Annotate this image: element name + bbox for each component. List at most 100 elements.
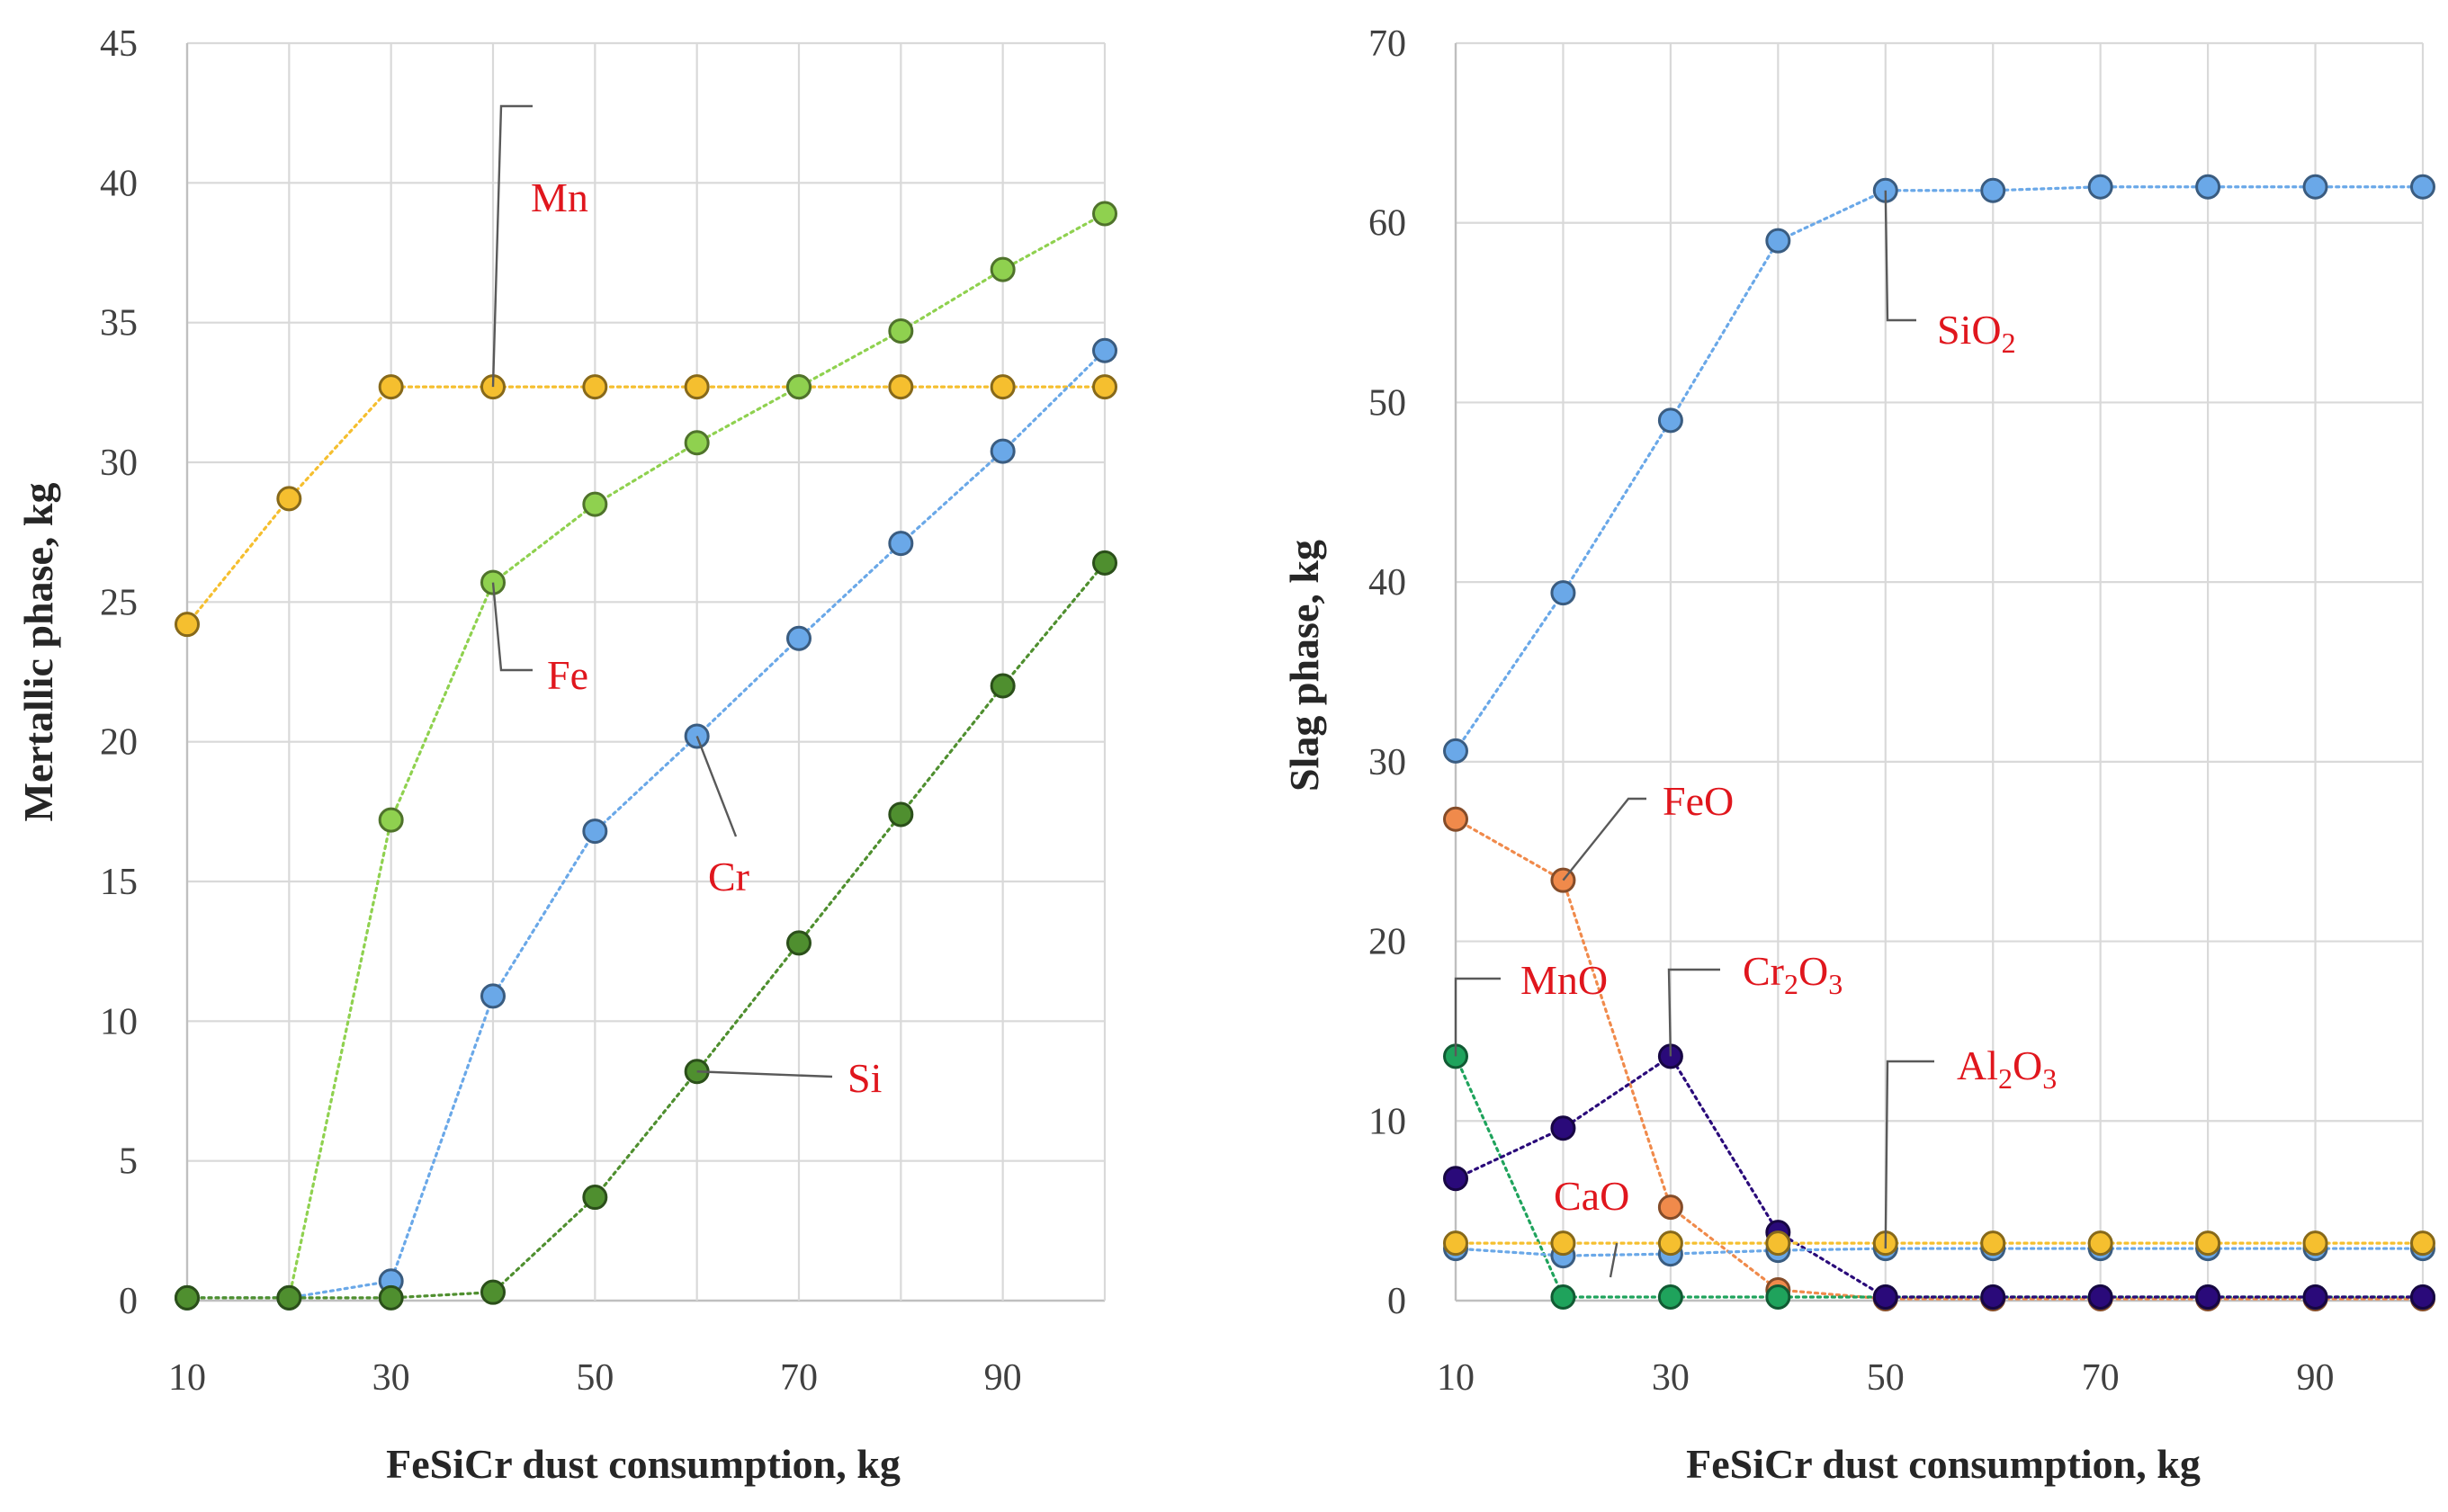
left-point-cr [582,819,608,845]
left-series-group [175,201,1117,1311]
right-annotations: SiO2 FeO MnO Cr2O3 Al2O3 CaO [1454,190,2057,1278]
left-point-fe [582,491,608,517]
right-point-mno [1550,1284,1576,1311]
metallic-phase-chart: 0 5 10 15 20 25 30 35 40 45 10 30 50 70 90 Mn Fe Cr Si F… [15,23,1117,1487]
right-series-line-sio2 [1454,185,2425,753]
left-point-si [378,1284,404,1311]
right-point-sio2 [2195,174,2221,200]
right-series-label-sio2: SiO2 [1937,307,2016,359]
left-point-si [1092,550,1117,576]
left-point-si [175,1284,200,1311]
left-annotations: Mn Fe Cr Si [491,104,882,1101]
right-x-tick-label: 50 [1867,1357,1905,1399]
right-point-cr2o3 [2410,1284,2435,1311]
right-point-sio2 [1657,407,1683,434]
left-y-tick-label: 20 [100,722,138,764]
right-point-sio2 [1980,177,2006,203]
right-point-feo [1657,1194,1683,1221]
slag-phase-chart: 0 10 20 30 40 50 60 70 10 30 50 70 90 SiO2 FeO MnO Cr2… [1281,23,2435,1487]
left-leader-line [491,582,533,672]
left-series-label-si: Si [847,1055,882,1101]
right-leader-line [1562,797,1646,881]
left-x-tick-label: 30 [372,1357,410,1399]
right-point-cr2o3 [2195,1284,2221,1311]
left-x-axis-title: FeSiCr dust consumption, kg [386,1441,901,1487]
right-leader-line [1667,968,1720,1057]
left-point-mn [888,374,914,400]
right-series-label-feo: FeO [1663,778,1734,824]
right-point-cr2o3 [1550,1115,1576,1141]
left-point-cr [786,625,812,651]
left-y-tick-label: 10 [100,1001,138,1042]
right-y-tick-label: 40 [1368,562,1406,604]
left-point-si [480,1279,506,1305]
right-point-cao [1550,1230,1576,1257]
left-point-mn [684,374,710,400]
right-x-tick-label: 90 [2297,1357,2335,1399]
left-y-axis-title: Mertallic phase, kg [15,483,61,822]
left-leader-line [491,104,533,388]
right-point-cao [1980,1230,2006,1257]
left-leader-line [695,736,738,837]
right-y-tick-labels: 0 10 20 30 40 50 60 70 [1368,23,1406,1322]
left-y-tick-label: 30 [100,443,138,484]
left-point-mn [378,374,404,400]
left-series-label-cr: Cr [708,854,749,899]
right-point-sio2 [2087,174,2113,200]
right-y-tick-label: 30 [1368,742,1406,783]
left-series-line-fe [185,211,1107,1300]
left-x-tick-label: 70 [780,1357,818,1399]
left-leader-line [696,1070,833,1078]
right-series-line-al2o3 [1454,1247,2425,1257]
right-point-sio2 [1765,228,1791,254]
right-point-sio2 [2302,174,2328,200]
right-series-line-cr2o3 [1454,1054,2425,1299]
left-x-tick-label: 10 [168,1357,206,1399]
right-leader-line [1884,1060,1934,1249]
right-x-axis-title: FeSiCr dust consumption, kg [1686,1441,2201,1487]
right-point-cao [2087,1230,2113,1257]
right-series-label-al2o3: Al2O3 [1957,1042,2057,1095]
right-x-tick-label: 70 [2082,1357,2120,1399]
right-y-axis-title: Slag phase, kg [1281,540,1327,792]
right-point-mno [1765,1284,1791,1311]
left-point-fe [786,374,812,400]
right-point-cao [2195,1230,2221,1257]
left-point-fe [378,807,404,833]
left-series-line-si [185,561,1107,1300]
right-point-cao [1765,1230,1791,1257]
left-y-tick-label: 35 [100,303,138,344]
right-point-cr2o3 [1443,1166,1468,1192]
left-point-fe [684,430,710,456]
left-grid [185,41,1107,1302]
right-point-cr2o3 [2302,1284,2328,1311]
left-x-tick-labels: 10 30 50 70 90 [168,1357,1022,1399]
right-series-label-cao: CaO [1554,1173,1629,1219]
right-point-sio2 [2410,174,2435,200]
right-x-tick-label: 10 [1437,1357,1475,1399]
left-y-tick-label: 45 [100,23,138,65]
right-point-cao [1657,1230,1683,1257]
right-point-cr2o3 [1872,1284,1898,1311]
left-point-fe [990,256,1016,282]
left-point-mn [175,612,200,638]
right-point-cao [2302,1230,2328,1257]
left-point-cr [1092,337,1117,363]
left-y-tick-label: 40 [100,163,138,204]
right-grid [1454,41,2425,1302]
left-x-tick-label: 90 [984,1357,1022,1399]
right-point-sio2 [1550,580,1576,606]
left-series-label-fe: Fe [547,652,588,698]
left-y-tick-labels: 0 5 10 15 20 25 30 35 40 45 [100,23,138,1322]
right-point-mno [1657,1284,1683,1311]
right-point-cao [2410,1230,2435,1257]
right-y-tick-label: 70 [1368,23,1406,65]
right-leader-line [1609,1242,1619,1278]
left-point-si [582,1185,608,1211]
left-point-cr [480,983,506,1009]
right-series-group [1443,174,2435,1312]
right-y-tick-label: 50 [1368,382,1406,424]
right-y-tick-label: 10 [1368,1101,1406,1142]
right-point-cr2o3 [1980,1284,2006,1311]
